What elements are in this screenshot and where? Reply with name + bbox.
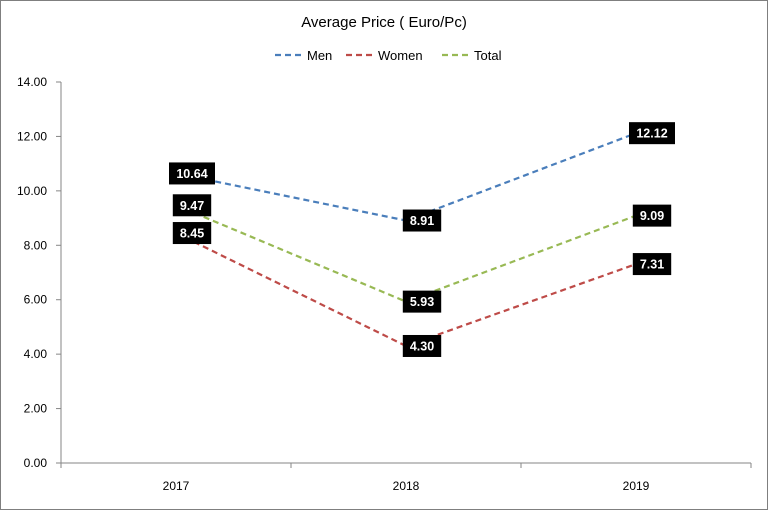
data-label-box <box>632 204 672 227</box>
y-tick-label: 6.00 <box>24 293 48 307</box>
y-tick-label: 2.00 <box>24 402 48 416</box>
legend-label-total: Total <box>474 48 502 63</box>
data-label-men: 10.64 <box>176 167 207 181</box>
data-label-total: 9.47 <box>180 199 204 213</box>
data-label-total: 5.93 <box>410 295 434 309</box>
data-labels: 10.64 8.91 12.12 8.45 4.30 7.31 9.47 5.93 9.09 <box>169 122 675 357</box>
data-label-box <box>169 162 215 185</box>
chart-title: Average Price ( Euro/Pc) <box>301 14 467 31</box>
legend-label-women: Women <box>378 48 423 63</box>
y-tick-label: 4.00 <box>24 347 48 361</box>
axes: 0.00 2.00 4.00 6.00 8.00 10.00 12.00 14.00 2017 2… <box>17 75 752 493</box>
legend: Men Women Total <box>275 48 502 63</box>
y-tick-label: 12.00 <box>17 129 47 143</box>
series-line-women <box>175 232 637 348</box>
data-label-box <box>632 253 672 276</box>
data-label-men: 12.12 <box>636 127 667 141</box>
x-tick-label: 2018 <box>393 479 420 493</box>
x-tick-label: 2017 <box>163 479 190 493</box>
data-label-box <box>402 290 442 313</box>
series-lines <box>175 132 637 348</box>
data-label-box <box>402 334 442 357</box>
data-label-total: 9.09 <box>640 209 664 223</box>
data-label-women: 4.30 <box>410 339 434 353</box>
y-tick-label: 0.00 <box>24 456 48 470</box>
data-label-women: 8.45 <box>180 227 204 241</box>
x-tick-label: 2019 <box>623 479 650 493</box>
y-tick-label: 10.00 <box>17 184 47 198</box>
series-line-total <box>175 204 637 303</box>
data-label-men: 8.91 <box>410 214 434 228</box>
legend-label-men: Men <box>307 48 332 63</box>
data-label-box <box>172 194 212 217</box>
series-line-men <box>175 132 637 222</box>
y-tick-label: 14.00 <box>17 75 47 89</box>
data-label-women: 7.31 <box>640 258 664 272</box>
data-label-box <box>172 222 212 245</box>
data-label-box <box>629 122 675 145</box>
data-label-box <box>402 209 442 232</box>
y-tick-label: 8.00 <box>24 238 48 252</box>
